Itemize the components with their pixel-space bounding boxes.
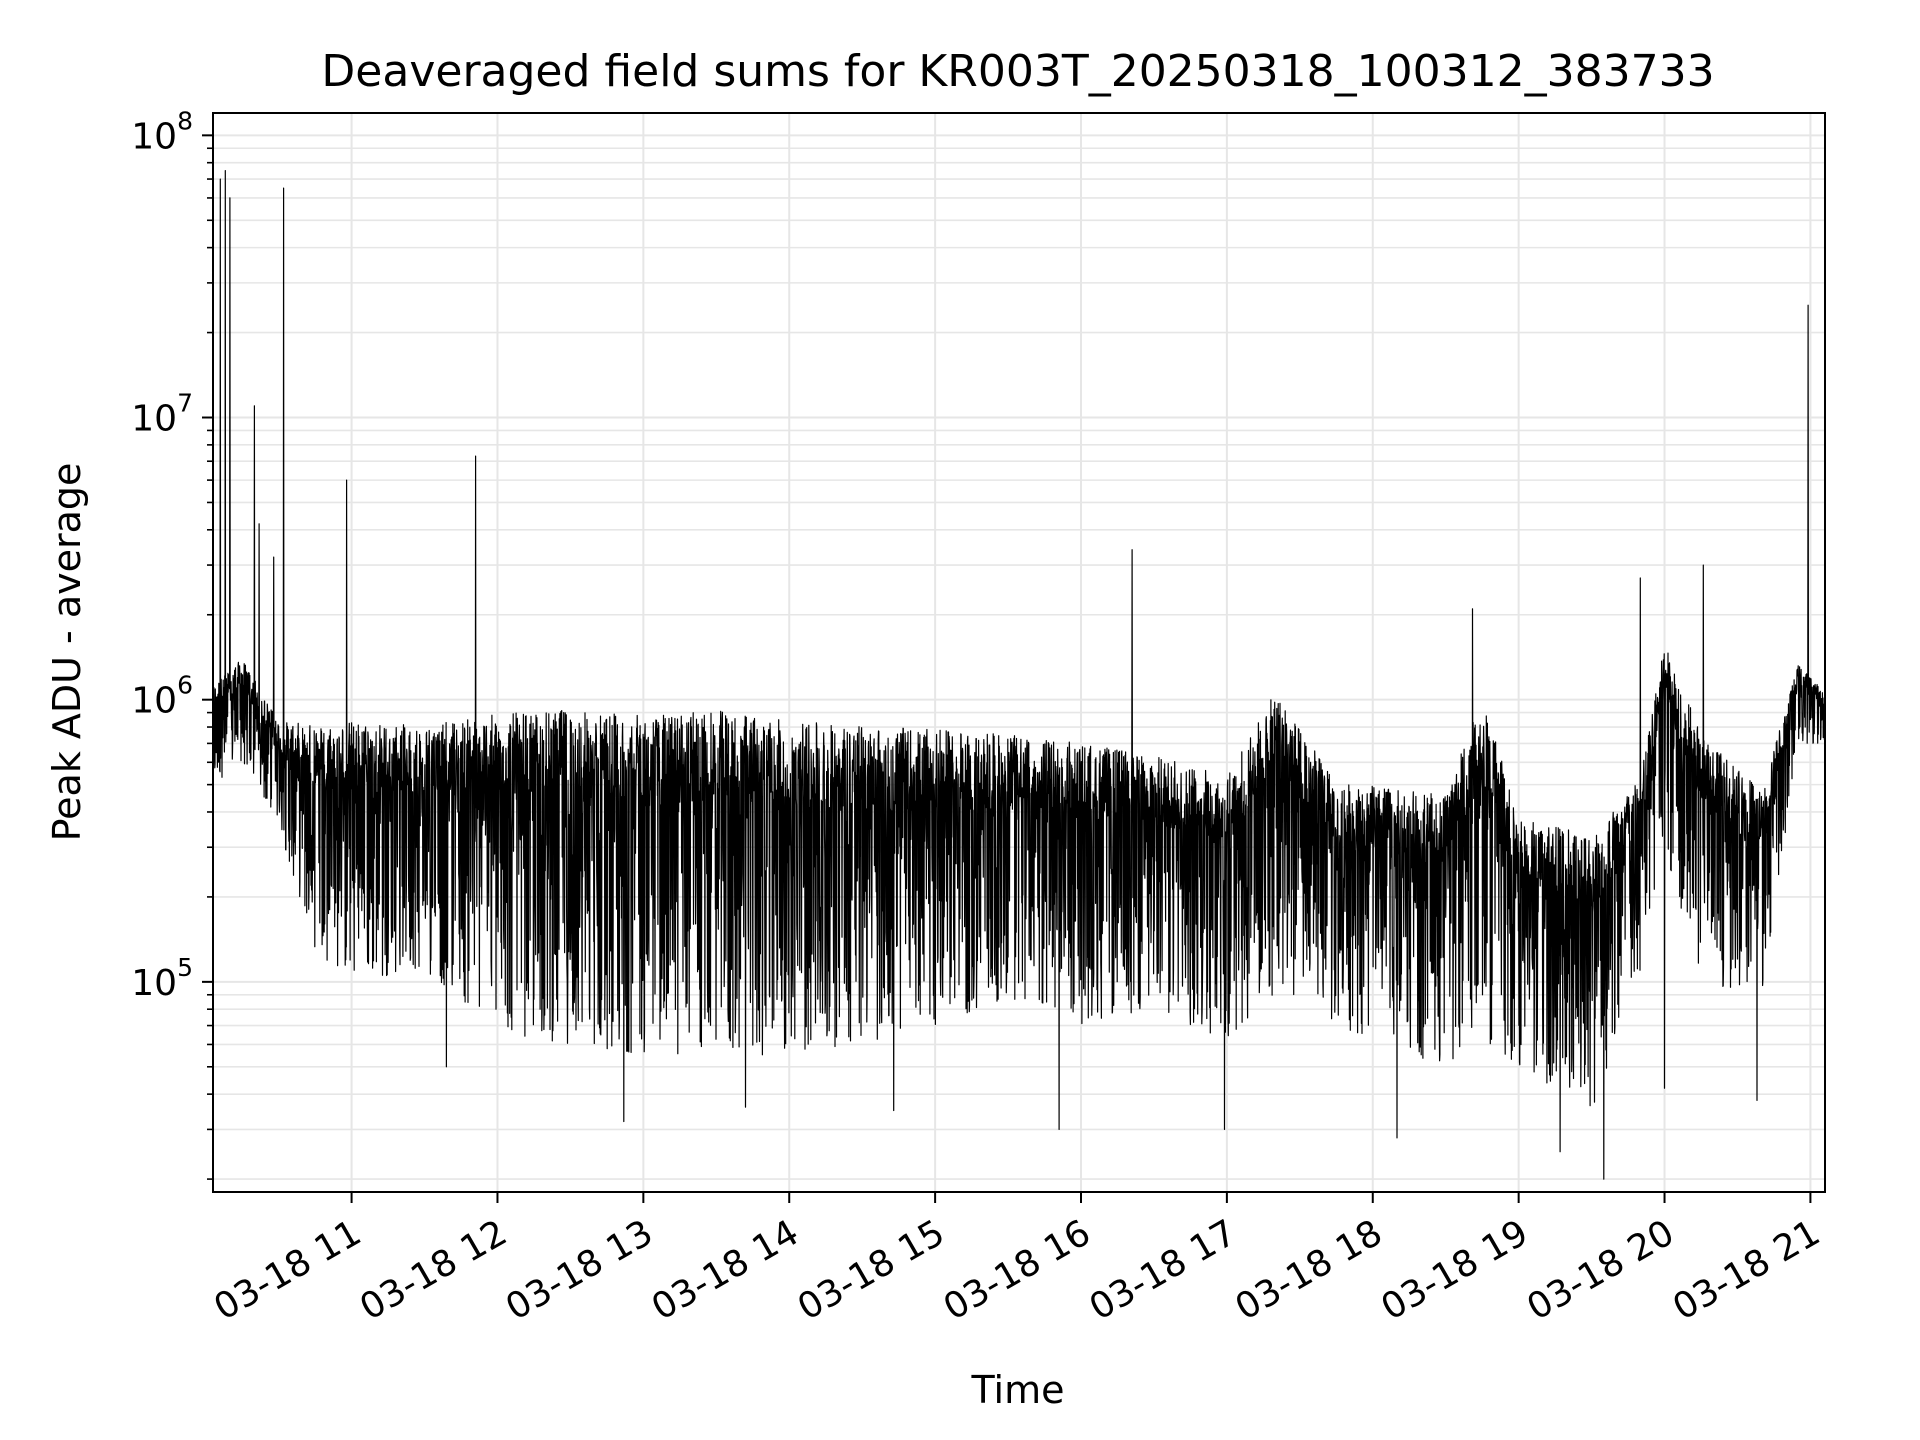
x-tick-label: 03-18 15	[791, 1212, 952, 1328]
x-tick-label: 03-18 20	[1520, 1212, 1681, 1328]
x-tick-label: 03-18 16	[937, 1212, 1098, 1328]
series-line-path	[212, 170, 1826, 1180]
x-tick-label: 03-18 19	[1374, 1212, 1535, 1328]
plot-frame	[212, 112, 1826, 1193]
series-line	[212, 170, 1826, 1180]
y-tick-label: 107	[131, 389, 193, 440]
y-tick-label: 106	[131, 671, 193, 722]
x-tick-label: 03-18 12	[353, 1212, 514, 1328]
x-axis-label: Time	[971, 1368, 1065, 1412]
x-tick-label: 03-18 18	[1229, 1212, 1390, 1328]
y-axis-label: Peak ADU - average	[45, 463, 89, 842]
x-tick-label: 03-18 11	[207, 1212, 368, 1328]
y-tick-label: 108	[131, 106, 193, 157]
x-tick-label: 03-18 14	[645, 1212, 806, 1328]
x-tick-label: 03-18 17	[1083, 1212, 1244, 1328]
x-tick-label: 03-18 21	[1666, 1212, 1827, 1328]
x-tick-label: 03-18 13	[499, 1212, 660, 1328]
y-axis-ticks: 105 106 107 108	[131, 106, 213, 1180]
chart-title: Deaveraged field sums for KR003T_2025031…	[321, 46, 1714, 97]
grid-lines	[213, 113, 1825, 1192]
y-tick-label: 105	[131, 953, 193, 1004]
